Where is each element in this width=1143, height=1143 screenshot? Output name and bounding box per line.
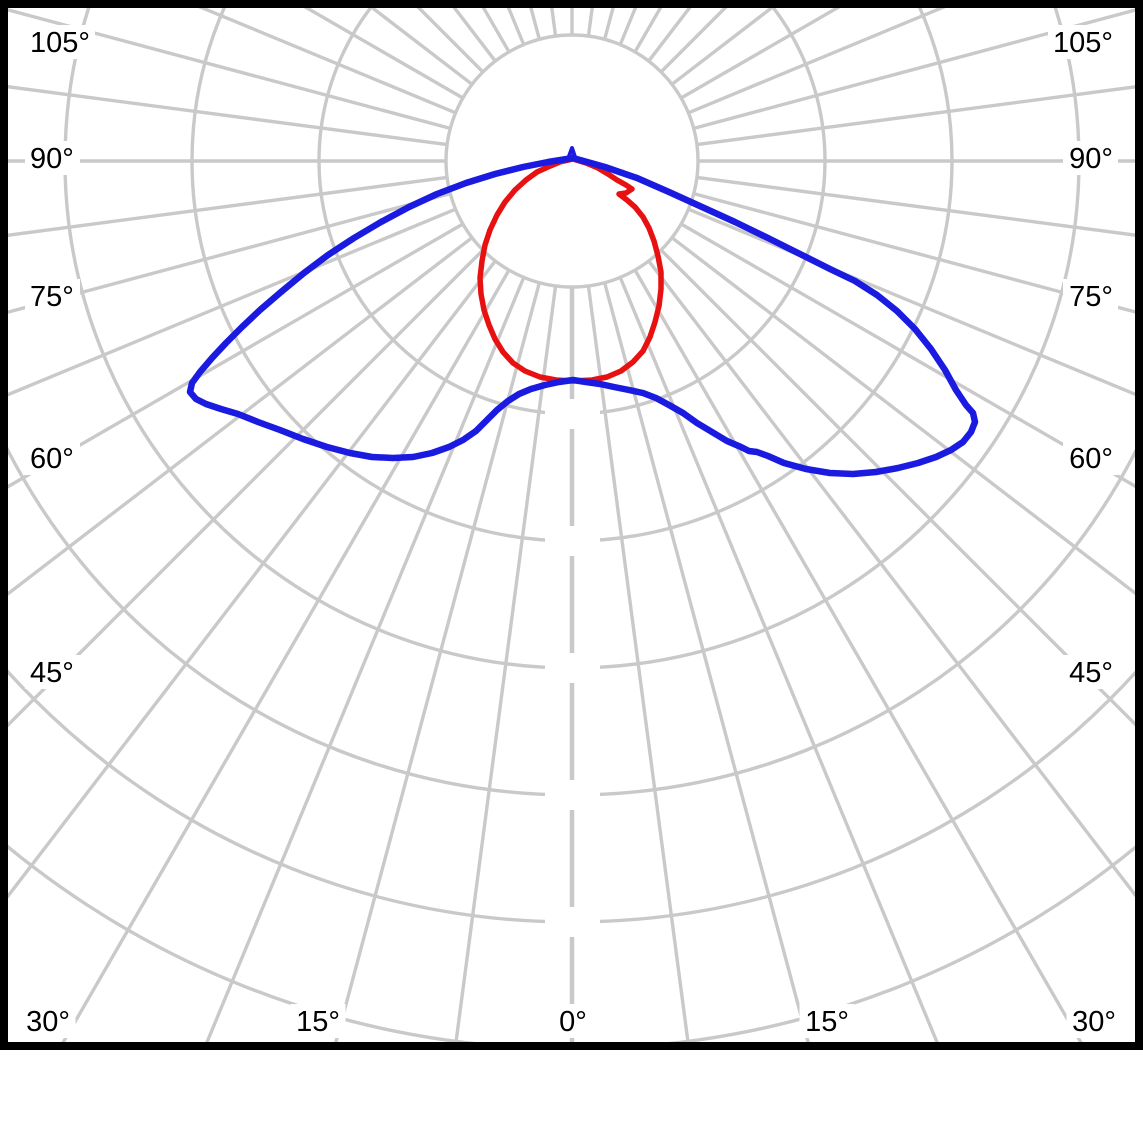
chart-frame-border xyxy=(0,0,1143,1050)
angle-label: 90° xyxy=(1069,143,1113,175)
angle-label: 30° xyxy=(26,1006,70,1038)
c90-c270-curve xyxy=(186,154,979,478)
angle-label: 90° xyxy=(30,143,74,175)
angle-label: 15° xyxy=(805,1006,849,1038)
angle-label: 105° xyxy=(1053,27,1113,59)
polar-chart-area: 105° 90° 75° 60° 45° 105° 90° 75° 60° 45° 30° 15° 0°… xyxy=(0,0,1143,1050)
curve-apex-tick xyxy=(566,146,577,160)
angle-label: 105° xyxy=(30,27,90,59)
angle-label: 15° xyxy=(296,1006,340,1038)
polar-grid-and-curves xyxy=(8,8,1135,1043)
angle-label: 30° xyxy=(1072,1006,1116,1038)
angle-labels: 105° 90° 75° 60° 45° 105° 90° 75° 60° 45° 30° 15° 0°… xyxy=(20,25,1122,1038)
angle-label: 75° xyxy=(1069,281,1113,313)
angle-label: 45° xyxy=(1069,657,1113,689)
polar-chart-svg: 105° 90° 75° 60° 45° 105° 90° 75° 60° 45° 30° 15° 0°… xyxy=(0,0,1143,1050)
angle-label: 0° xyxy=(559,1006,587,1038)
angle-label: 60° xyxy=(30,443,74,475)
angle-label: 60° xyxy=(1069,443,1113,475)
legend-area: cd/klm C0 - C180 C90 - C270 η = 100% xyxy=(0,1050,1143,1143)
c0-c180-curve xyxy=(477,156,664,384)
angle-label: 75° xyxy=(30,281,74,313)
angle-label: 45° xyxy=(30,657,74,689)
